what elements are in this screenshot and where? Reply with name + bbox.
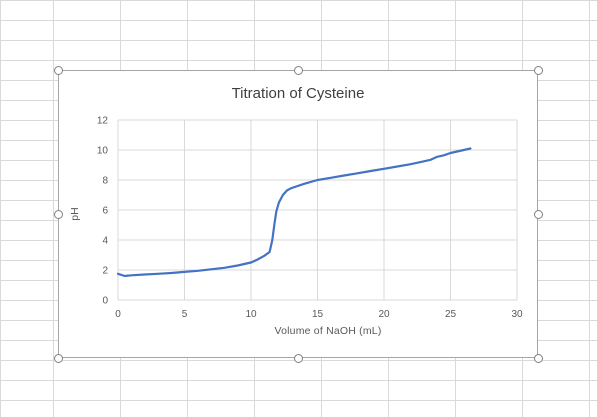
y-tick-label: 0 — [102, 296, 108, 307]
y-tick-label: 2 — [102, 266, 108, 277]
resize-handle-top-left[interactable] — [54, 66, 63, 75]
y-tick-label: 12 — [97, 116, 109, 127]
chart-title: Titration of Cysteine — [231, 85, 365, 102]
x-axis-label: Volume of NaOH (mL) — [274, 325, 382, 337]
plot-area: 0 2 4 6 8 10 12 0 5 10 15 20 25 30 — [97, 116, 523, 321]
resize-handle-top-center[interactable] — [294, 66, 303, 75]
resize-handle-bottom-right[interactable] — [534, 354, 543, 363]
x-tick-label: 15 — [312, 309, 324, 320]
x-tick-label: 10 — [245, 309, 257, 320]
y-tick-label: 4 — [102, 236, 108, 247]
x-tick-label: 20 — [378, 309, 390, 320]
y-tick-label: 6 — [102, 206, 108, 217]
x-tick-label: 0 — [115, 309, 121, 320]
resize-handle-middle-right[interactable] — [534, 210, 543, 219]
resize-handle-middle-left[interactable] — [54, 210, 63, 219]
y-axis-label: pH — [69, 207, 81, 221]
resize-handle-top-right[interactable] — [534, 66, 543, 75]
series-line[interactable] — [116, 147, 472, 278]
chart-area[interactable]: Titration of Cysteine 0 2 4 6 8 10 12 0 5 10 15 20 2… — [58, 70, 538, 358]
x-tick-label: 5 — [182, 309, 188, 320]
y-tick-label: 10 — [97, 146, 109, 157]
resize-handle-bottom-center[interactable] — [294, 354, 303, 363]
x-tick-label: 25 — [445, 309, 457, 320]
x-tick-label: 30 — [511, 309, 523, 320]
y-tick-label: 8 — [102, 176, 108, 187]
resize-handle-bottom-left[interactable] — [54, 354, 63, 363]
